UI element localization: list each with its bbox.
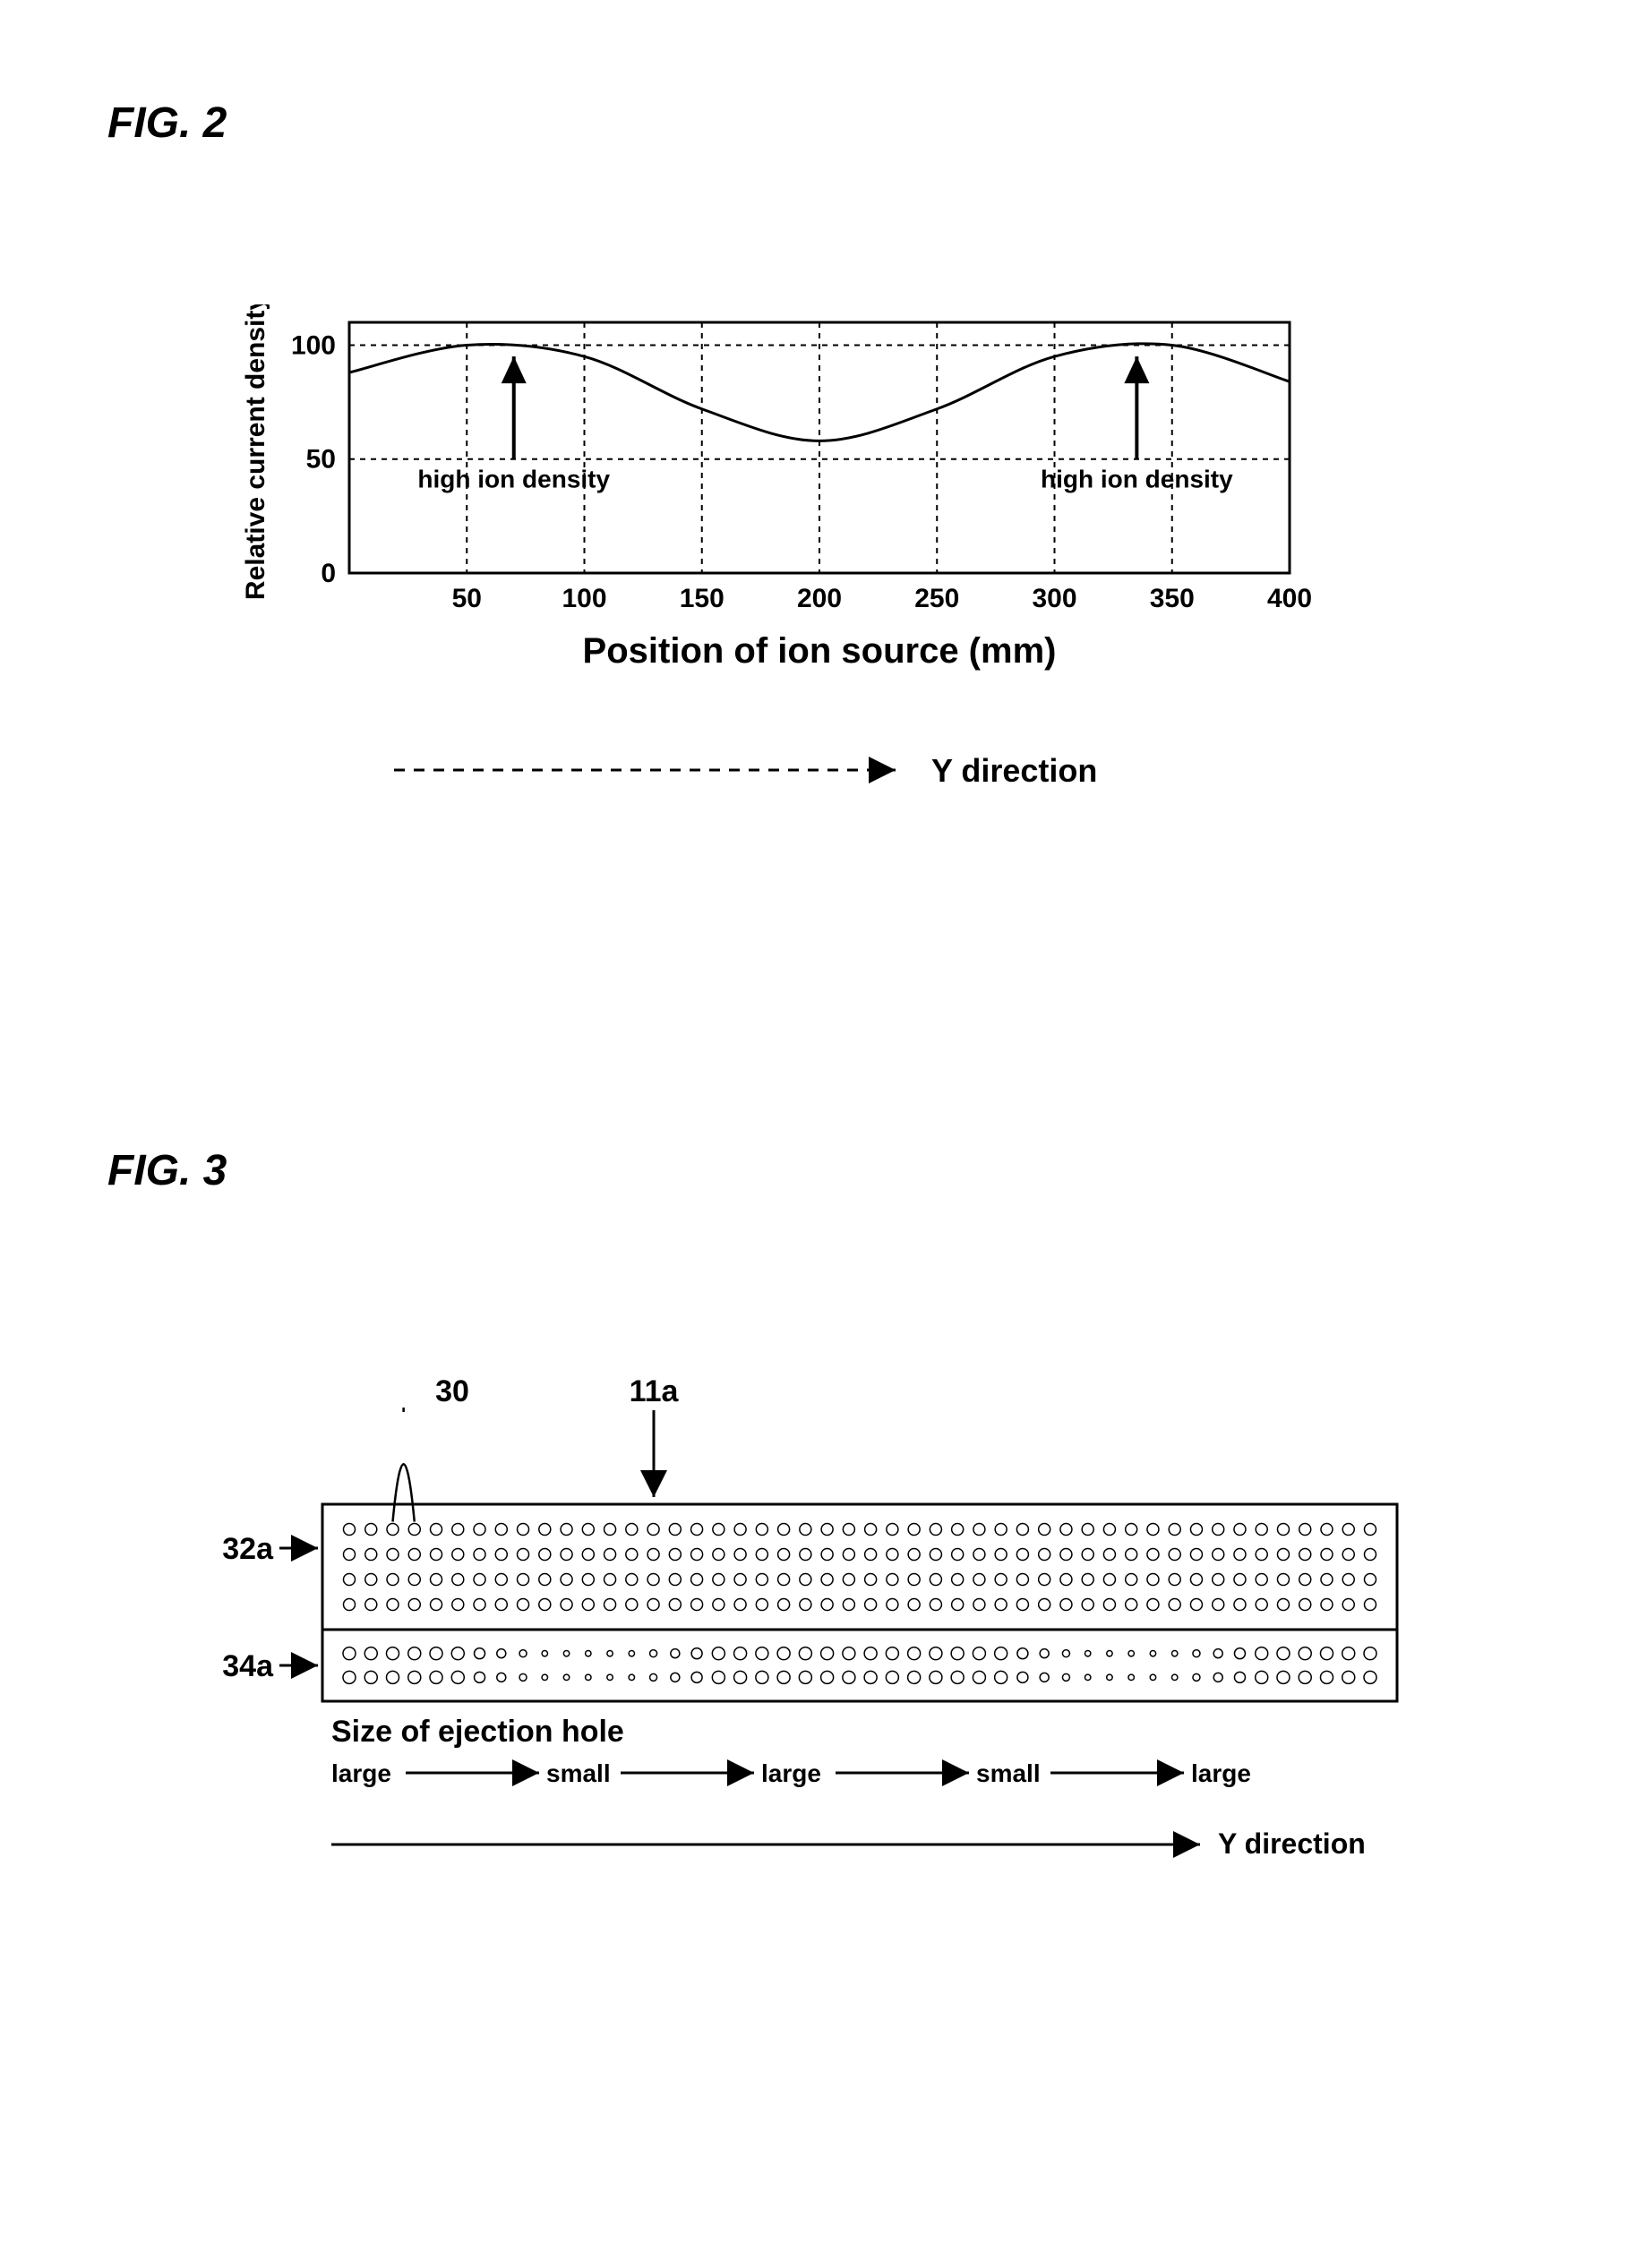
svg-text:50: 50 xyxy=(306,445,336,475)
svg-text:32a: 32a xyxy=(222,1532,274,1566)
svg-text:200: 200 xyxy=(797,584,842,613)
svg-text:high ion density: high ion density xyxy=(417,466,610,493)
fig2-ydir-row: Y direction xyxy=(394,743,1200,797)
svg-text:large: large xyxy=(761,1759,821,1787)
fig3-diagram-area: 30 11a 32a 34a Size of ejection hole large sma… xyxy=(206,1370,1460,1997)
svg-text:0: 0 xyxy=(321,559,336,588)
fig2-ydir-label: Y direction xyxy=(931,752,1097,790)
fig3-diagram-svg: 30 11a 32a 34a Size of ejection hole large sma… xyxy=(206,1370,1460,1997)
svg-text:high ion density: high ion density xyxy=(1041,466,1233,493)
svg-text:Y direction: Y direction xyxy=(1218,1827,1366,1860)
svg-text:150: 150 xyxy=(680,584,724,613)
svg-text:50: 50 xyxy=(452,584,482,613)
svg-text:Size of ejection hole: Size of ejection hole xyxy=(331,1715,624,1749)
fig3-label: FIG. 3 xyxy=(107,1146,227,1195)
svg-text:small: small xyxy=(546,1759,611,1787)
svg-text:small: small xyxy=(976,1759,1041,1787)
page: FIG. 2 50 100 150 200 250 300 350 400 0 50 100 Rela… xyxy=(0,0,1629,2268)
svg-text:30: 30 xyxy=(435,1374,469,1408)
svg-text:350: 350 xyxy=(1150,584,1195,613)
svg-text:100: 100 xyxy=(562,584,606,613)
fig2-label: FIG. 2 xyxy=(107,98,227,148)
svg-text:large: large xyxy=(1191,1759,1251,1787)
svg-text:Relative current density: Relative current density xyxy=(241,304,270,600)
svg-text:34a: 34a xyxy=(222,1649,274,1683)
svg-text:300: 300 xyxy=(1032,584,1076,613)
svg-text:Position of ion source (mm): Position of ion source (mm) xyxy=(583,631,1057,671)
svg-text:100: 100 xyxy=(291,330,336,360)
svg-text:250: 250 xyxy=(914,584,959,613)
svg-text:400: 400 xyxy=(1267,584,1312,613)
svg-text:11a: 11a xyxy=(630,1374,680,1408)
svg-text:large: large xyxy=(331,1759,391,1787)
fig2-chart: 50 100 150 200 250 300 350 400 0 50 100 Relative cu… xyxy=(197,304,1361,770)
fig2-chart-svg: 50 100 150 200 250 300 350 400 0 50 100 Relative cu… xyxy=(197,304,1361,770)
